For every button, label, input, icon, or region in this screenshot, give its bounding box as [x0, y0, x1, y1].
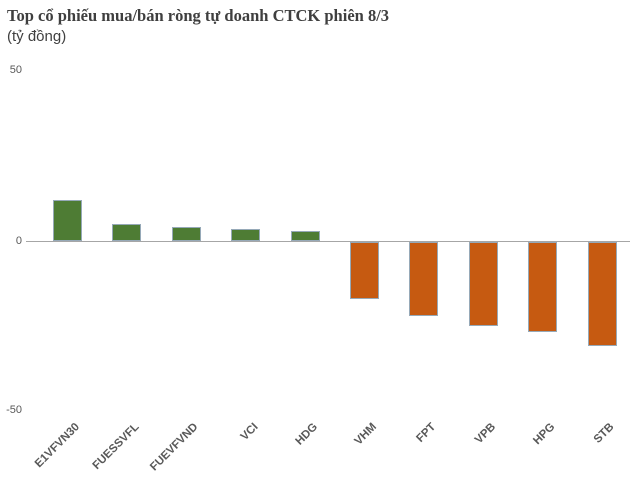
bar-HPG	[528, 242, 558, 333]
x-label-STB: STB	[591, 421, 617, 446]
x-label-FUEVFVND: FUEVFVND	[148, 421, 201, 474]
bar-VHM	[350, 242, 379, 300]
bar-E1VFVN30	[53, 199, 82, 241]
bar-HDG	[290, 231, 320, 241]
x-label-HDG: HDG	[293, 421, 320, 448]
y-tick-neg-50: -50	[6, 404, 22, 416]
bar-FUEVFVND	[171, 227, 201, 241]
y-tick-0: 0	[15, 235, 22, 247]
bar-VCI	[231, 229, 261, 241]
x-label-FPT: FPT	[414, 421, 439, 445]
bar-VPB	[468, 242, 498, 327]
y-tick-50: 50	[9, 64, 22, 76]
x-label-E1VFVN30: E1VFVN30	[32, 421, 82, 471]
x-label-HPG: HPG	[531, 421, 558, 448]
x-label-VHM: VHM	[352, 421, 379, 448]
x-label-FUESSVFL: FUESSVFL	[90, 421, 142, 472]
bar-STB	[587, 242, 617, 347]
x-label-VPB: VPB	[472, 421, 498, 447]
x-label-VCI: VCI	[238, 421, 261, 444]
x-axis-line	[26, 241, 630, 242]
bar-FPT	[409, 242, 439, 317]
bar-FUESSVFL	[112, 224, 142, 241]
chart-unit-label: (tỷ đồng)	[7, 28, 67, 45]
chart-title: Top cổ phiếu mua/bán ròng tự doanh CTCK …	[7, 6, 390, 25]
